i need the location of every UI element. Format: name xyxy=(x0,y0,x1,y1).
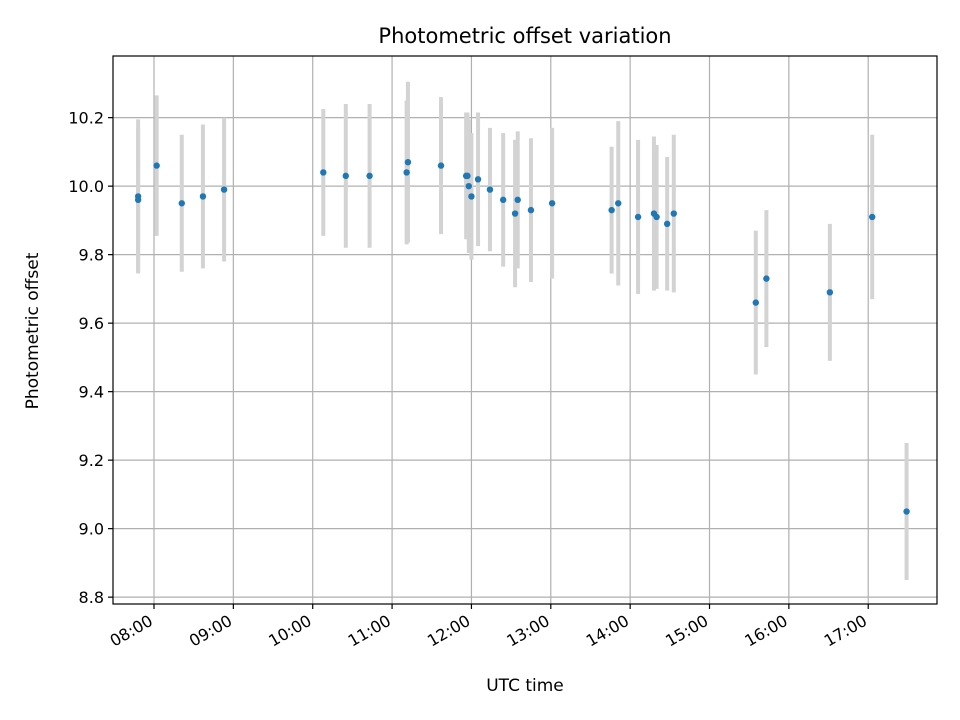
data-point xyxy=(468,193,475,200)
error-bars xyxy=(136,81,909,581)
x-tick-label: 11:00 xyxy=(345,611,394,651)
x-tick-label: 15:00 xyxy=(662,611,711,651)
grid-lines xyxy=(113,56,937,604)
y-tick-label: 9.2 xyxy=(79,451,104,470)
data-point xyxy=(134,196,142,204)
data-point xyxy=(366,172,373,180)
data-point xyxy=(752,299,759,306)
y-axis-ticks: 8.8 9.0 9.2 9.4 9.6 9.8 10.0 10.2 xyxy=(68,109,113,607)
data-point xyxy=(527,206,535,214)
data-point xyxy=(826,289,834,296)
data-point xyxy=(474,176,482,183)
plot-frame xyxy=(112,55,938,605)
y-tick-label: 9.0 xyxy=(79,520,104,539)
x-tick-label: 17:00 xyxy=(821,611,870,651)
data-point xyxy=(653,213,660,221)
data-point xyxy=(342,172,349,180)
data-point xyxy=(178,200,185,207)
data-point xyxy=(868,213,876,221)
data-point xyxy=(608,206,615,214)
data-point xyxy=(615,200,622,207)
data-point xyxy=(499,196,507,204)
data-point xyxy=(437,162,445,169)
data-point xyxy=(903,508,910,515)
data-point xyxy=(403,169,410,176)
x-tick-label: 10:00 xyxy=(265,611,314,651)
data-point xyxy=(320,169,327,176)
x-tick-label: 13:00 xyxy=(503,611,552,651)
data-point xyxy=(763,275,770,282)
x-tick-label: 12:00 xyxy=(424,611,473,651)
data-point xyxy=(465,182,472,190)
x-axis-ticks: 08:00 09:00 10:00 11:00 12:00 13:00 14:00 15:00… xyxy=(107,604,870,651)
data-point xyxy=(464,172,471,180)
data-point xyxy=(511,210,519,217)
data-point xyxy=(670,210,677,217)
data-point xyxy=(548,200,556,207)
x-tick-label: 14:00 xyxy=(583,611,632,651)
y-tick-label: 9.6 xyxy=(79,314,104,333)
data-point xyxy=(486,186,494,193)
x-tick-label: 16:00 xyxy=(741,611,790,651)
data-point xyxy=(663,220,671,228)
data-point xyxy=(199,193,207,200)
data-point xyxy=(404,158,412,166)
y-tick-label: 8.8 xyxy=(79,588,104,607)
data-point xyxy=(153,162,160,169)
x-tick-label: 08:00 xyxy=(107,611,156,651)
y-tick-label: 10.2 xyxy=(68,109,104,128)
y-axis-title: Photometric offset xyxy=(23,252,43,409)
data-point xyxy=(220,186,228,193)
y-tick-label: 10.0 xyxy=(68,177,104,196)
x-axis-title: UTC time xyxy=(486,676,564,696)
y-tick-label: 9.8 xyxy=(79,246,104,265)
data-point xyxy=(634,213,642,221)
data-points xyxy=(134,158,910,515)
y-tick-label: 9.4 xyxy=(79,383,104,402)
chart-title: Photometric offset variation xyxy=(378,24,671,48)
x-tick-label: 09:00 xyxy=(186,611,235,651)
data-point xyxy=(514,196,521,204)
